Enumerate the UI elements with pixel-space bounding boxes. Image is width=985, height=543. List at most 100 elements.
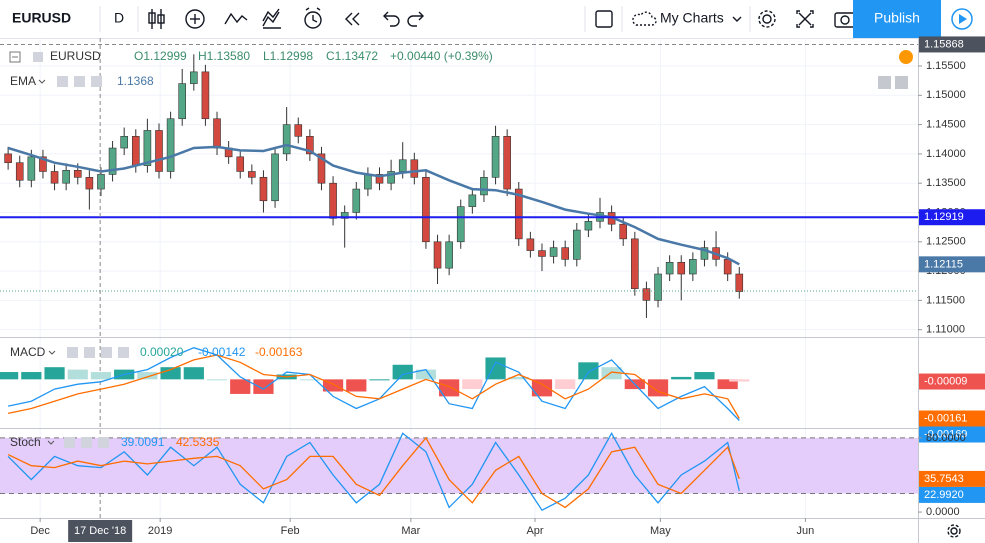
histogram-bar (462, 379, 483, 390)
candle-body (572, 229, 581, 260)
pane-up[interactable] (878, 76, 891, 89)
macd-source[interactable] (101, 347, 112, 358)
legend-open: O1.12999 (134, 49, 187, 63)
alert-button[interactable] (304, 7, 322, 29)
macd-legend: MACD 0.00020 -0.00142 -0.00163 (10, 345, 303, 359)
candle-body (584, 220, 593, 231)
indicators-button[interactable] (224, 12, 248, 25)
candle-body (538, 250, 546, 257)
macd-price-label: -0.00169 (924, 428, 967, 440)
histogram-bar (346, 379, 367, 392)
x-tick-label: 2019 (148, 525, 172, 537)
y-tick-label: 80.0000 (926, 432, 966, 444)
candle-body (108, 147, 117, 175)
ema-line (7, 143, 740, 266)
legend-change: +0.00440 (+0.39%) (390, 49, 493, 63)
candle-body (248, 171, 256, 178)
stoch-settings[interactable] (81, 437, 92, 448)
candle-body (631, 238, 639, 289)
compare-button[interactable] (185, 9, 205, 29)
redo-button[interactable] (407, 11, 424, 27)
candle-body (73, 170, 82, 178)
x-tick-label: Feb (281, 525, 300, 537)
histogram-bar (671, 376, 692, 380)
stoch-d-price-label: 35.7543 (924, 473, 964, 485)
stoch-legend-name[interactable]: Stoch (10, 435, 41, 449)
histogram-bar (485, 357, 506, 380)
candle-body (329, 182, 337, 219)
ema-visibility[interactable] (57, 76, 68, 87)
candle-body (259, 177, 268, 202)
hist-price-label: -0.00009 (924, 375, 967, 387)
hline-price-label-box (919, 209, 985, 226)
candle-body (282, 124, 291, 155)
ema-menu[interactable] (38, 79, 46, 84)
stoch-visibility[interactable] (64, 437, 75, 448)
candle-body (62, 170, 70, 184)
candle-body (201, 71, 210, 120)
ema-settings[interactable] (74, 76, 85, 87)
ema-legend-name[interactable]: EMA (10, 74, 36, 88)
macd-settings[interactable] (84, 347, 95, 358)
collapse-icon[interactable] (9, 51, 21, 63)
y-tick-label: 1.14000 (926, 148, 966, 160)
publish-button[interactable] (853, 0, 941, 38)
histogram-bar (729, 379, 750, 382)
macd-legend-name[interactable]: MACD (10, 345, 46, 359)
chart-style-button[interactable] (148, 9, 165, 29)
select-button[interactable] (595, 10, 613, 28)
templates-button[interactable] (262, 8, 281, 29)
replay-button[interactable] (345, 12, 360, 26)
scale-settings-button[interactable] (947, 524, 961, 538)
histogram-bar (206, 379, 228, 381)
stoch-remove[interactable] (98, 437, 109, 448)
histogram-bar (44, 367, 65, 380)
histogram-bar (578, 362, 599, 380)
candle-body (398, 159, 407, 172)
candle-body (433, 241, 442, 269)
pane-down[interactable] (895, 76, 908, 89)
signal-price-label: -0.00161 (924, 412, 967, 424)
warning-icon[interactable] (899, 50, 913, 64)
stoch-d-line (7, 436, 740, 509)
candle-body (306, 136, 314, 155)
fullscreen-button[interactable] (796, 10, 814, 28)
y-tick-label: 1.11500 (926, 294, 965, 306)
y-tick-label: 0.0000 (926, 506, 960, 518)
hist-price-label-box (919, 373, 985, 390)
candle-body (445, 241, 453, 269)
my-charts-button[interactable]: My Charts (660, 10, 724, 26)
candle-body (166, 118, 175, 172)
ema-remove[interactable] (91, 76, 102, 87)
x-tick-label: May (650, 525, 671, 537)
histogram-bar (369, 379, 390, 381)
macd-remove[interactable] (118, 347, 129, 358)
undo-button[interactable] (383, 11, 400, 27)
y-tick-label: 1.13500 (926, 177, 966, 189)
candle-body (27, 156, 36, 181)
macd-legend-hist: 0.00020 (140, 345, 184, 359)
candle-body (549, 247, 558, 257)
macd-menu[interactable] (48, 350, 56, 355)
interval-button[interactable]: D (114, 10, 124, 26)
symbol-button[interactable]: EURUSD (12, 10, 71, 26)
toolbar-bg (0, 0, 985, 38)
macd-visibility[interactable] (67, 347, 78, 358)
publish-label[interactable]: Publish (874, 10, 920, 26)
stoch-band (0, 437, 918, 494)
main-legend: EURUSD O1.12999 H1.13580 L1.12998 C1.134… (9, 49, 913, 89)
candle-body (143, 130, 152, 166)
stoch-menu[interactable] (47, 440, 55, 445)
histogram-bar (160, 367, 181, 380)
play-button[interactable] (951, 8, 973, 30)
candle-body (456, 206, 465, 243)
my-charts-menu[interactable] (732, 16, 742, 22)
candle-body (294, 124, 303, 137)
crosshair-time-box (68, 520, 133, 542)
candle-body (677, 261, 686, 275)
settings-button[interactable] (758, 10, 776, 28)
candle-body (654, 273, 662, 301)
legend-symbol: EURUSD (50, 49, 101, 63)
histogram-bar (647, 379, 669, 397)
